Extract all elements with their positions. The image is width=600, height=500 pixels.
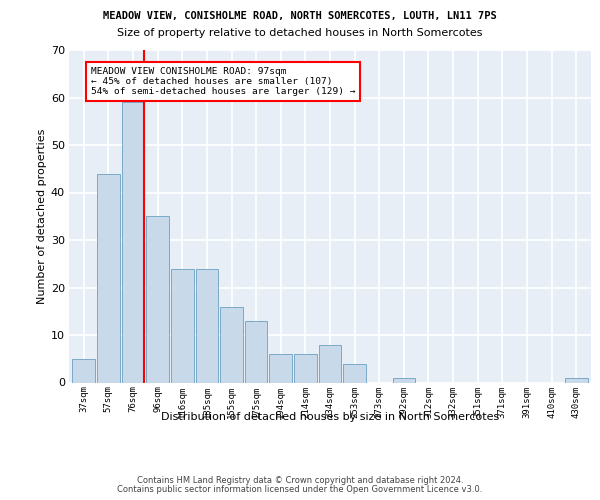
Bar (196, 268, 218, 382)
Text: Size of property relative to detached houses in North Somercotes: Size of property relative to detached ho… (117, 28, 483, 38)
Bar (565, 378, 587, 382)
Bar (122, 102, 145, 382)
Bar (245, 321, 268, 382)
Bar (146, 216, 169, 382)
Text: Distribution of detached houses by size in North Somercotes: Distribution of detached houses by size … (161, 412, 499, 422)
Text: MEADOW VIEW, CONISHOLME ROAD, NORTH SOMERCOTES, LOUTH, LN11 7PS: MEADOW VIEW, CONISHOLME ROAD, NORTH SOME… (103, 11, 497, 21)
Text: Contains public sector information licensed under the Open Government Licence v3: Contains public sector information licen… (118, 484, 482, 494)
Bar (343, 364, 366, 382)
Bar (171, 268, 194, 382)
Bar (392, 378, 415, 382)
Bar (73, 359, 95, 382)
Bar (269, 354, 292, 382)
Text: Contains HM Land Registry data © Crown copyright and database right 2024.: Contains HM Land Registry data © Crown c… (137, 476, 463, 485)
Bar (220, 306, 243, 382)
Bar (294, 354, 317, 382)
Bar (319, 344, 341, 383)
Y-axis label: Number of detached properties: Number of detached properties (37, 128, 47, 304)
Bar (97, 174, 120, 382)
Text: MEADOW VIEW CONISHOLME ROAD: 97sqm
← 45% of detached houses are smaller (107)
54: MEADOW VIEW CONISHOLME ROAD: 97sqm ← 45%… (91, 66, 356, 96)
